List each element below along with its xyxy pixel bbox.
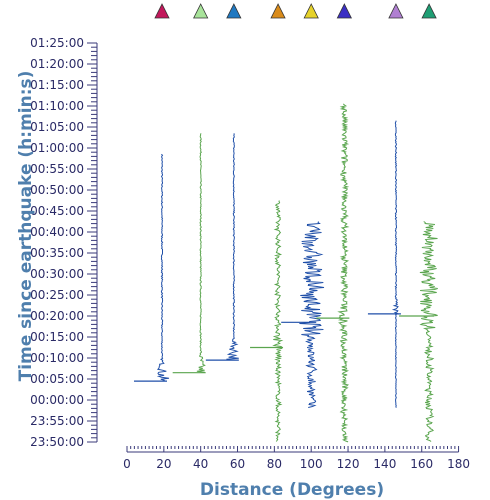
station-triangle-marker: [226, 3, 242, 19]
y-tick-label: 01:05:00: [30, 120, 84, 134]
x-tick-label: 160: [410, 457, 433, 471]
station-triangle-marker: [270, 3, 286, 19]
y-tick-label: 01:15:00: [30, 78, 84, 92]
y-tick-label: 01:00:00: [30, 141, 84, 155]
y-tick-label: 00:15:00: [30, 330, 84, 344]
station-markers: [154, 3, 437, 19]
y-tick-label: 00:45:00: [30, 204, 84, 218]
y-tick-label: 00:50:00: [30, 183, 84, 197]
seismogram-trace: [156, 153, 170, 381]
x-axis-title: Distance (Degrees): [200, 480, 384, 500]
y-axis: 23:50:00 23:55:00 00:00:00 00:05:00 00:10:00…: [30, 36, 98, 449]
y-tick-label: 00:10:00: [30, 351, 84, 365]
x-tick-label: 20: [156, 457, 171, 471]
y-tick-label: 00:00:00: [30, 393, 84, 407]
x-tick-label: 60: [230, 457, 245, 471]
x-tick-label: 100: [300, 457, 323, 471]
x-tick-label: 80: [267, 457, 282, 471]
station-triangle-marker: [421, 3, 437, 19]
seismogram-trace: [272, 200, 284, 442]
y-tick-label: 01:25:00: [30, 36, 84, 50]
x-tick-label: 140: [373, 457, 396, 471]
y-tick-label: 00:55:00: [30, 162, 84, 176]
seismogram-traces: [133, 103, 438, 443]
y-axis-title: Time since earthquake (h:min:s): [16, 71, 36, 382]
y-tick-label: 01:20:00: [30, 57, 84, 71]
y-tick-label: 23:55:00: [30, 414, 84, 428]
station-triangle-marker: [336, 3, 353, 19]
x-axis: 0 20 40 60 80 100 120 140 160 180: [123, 446, 470, 471]
seismogram-trace: [196, 133, 206, 373]
station-triangle-marker: [303, 3, 319, 19]
y-tick-label: 00:40:00: [30, 225, 84, 239]
y-tick-label: 00:25:00: [30, 288, 84, 302]
station-triangle-marker: [154, 3, 170, 19]
y-tick-label: 23:50:00: [30, 435, 84, 449]
y-tick-label: 00:05:00: [30, 372, 84, 386]
station-triangle-marker: [193, 3, 209, 19]
y-tick-label: 00:30:00: [30, 267, 84, 281]
x-tick-label: 0: [123, 457, 131, 471]
seismogram-trace: [337, 103, 350, 443]
seismogram-trace: [226, 133, 239, 360]
seismogram-trace: [391, 120, 400, 408]
seismogram-trace: [419, 221, 438, 442]
x-tick-label: 40: [193, 457, 208, 471]
x-tick-label: 180: [447, 457, 470, 471]
station-triangle-marker: [388, 3, 404, 19]
y-tick-label: 01:10:00: [30, 99, 84, 113]
y-tick-label: 00:20:00: [30, 309, 84, 323]
y-tick-label: 00:35:00: [30, 246, 84, 260]
seismogram-trace: [299, 221, 325, 408]
x-tick-label: 120: [337, 457, 360, 471]
